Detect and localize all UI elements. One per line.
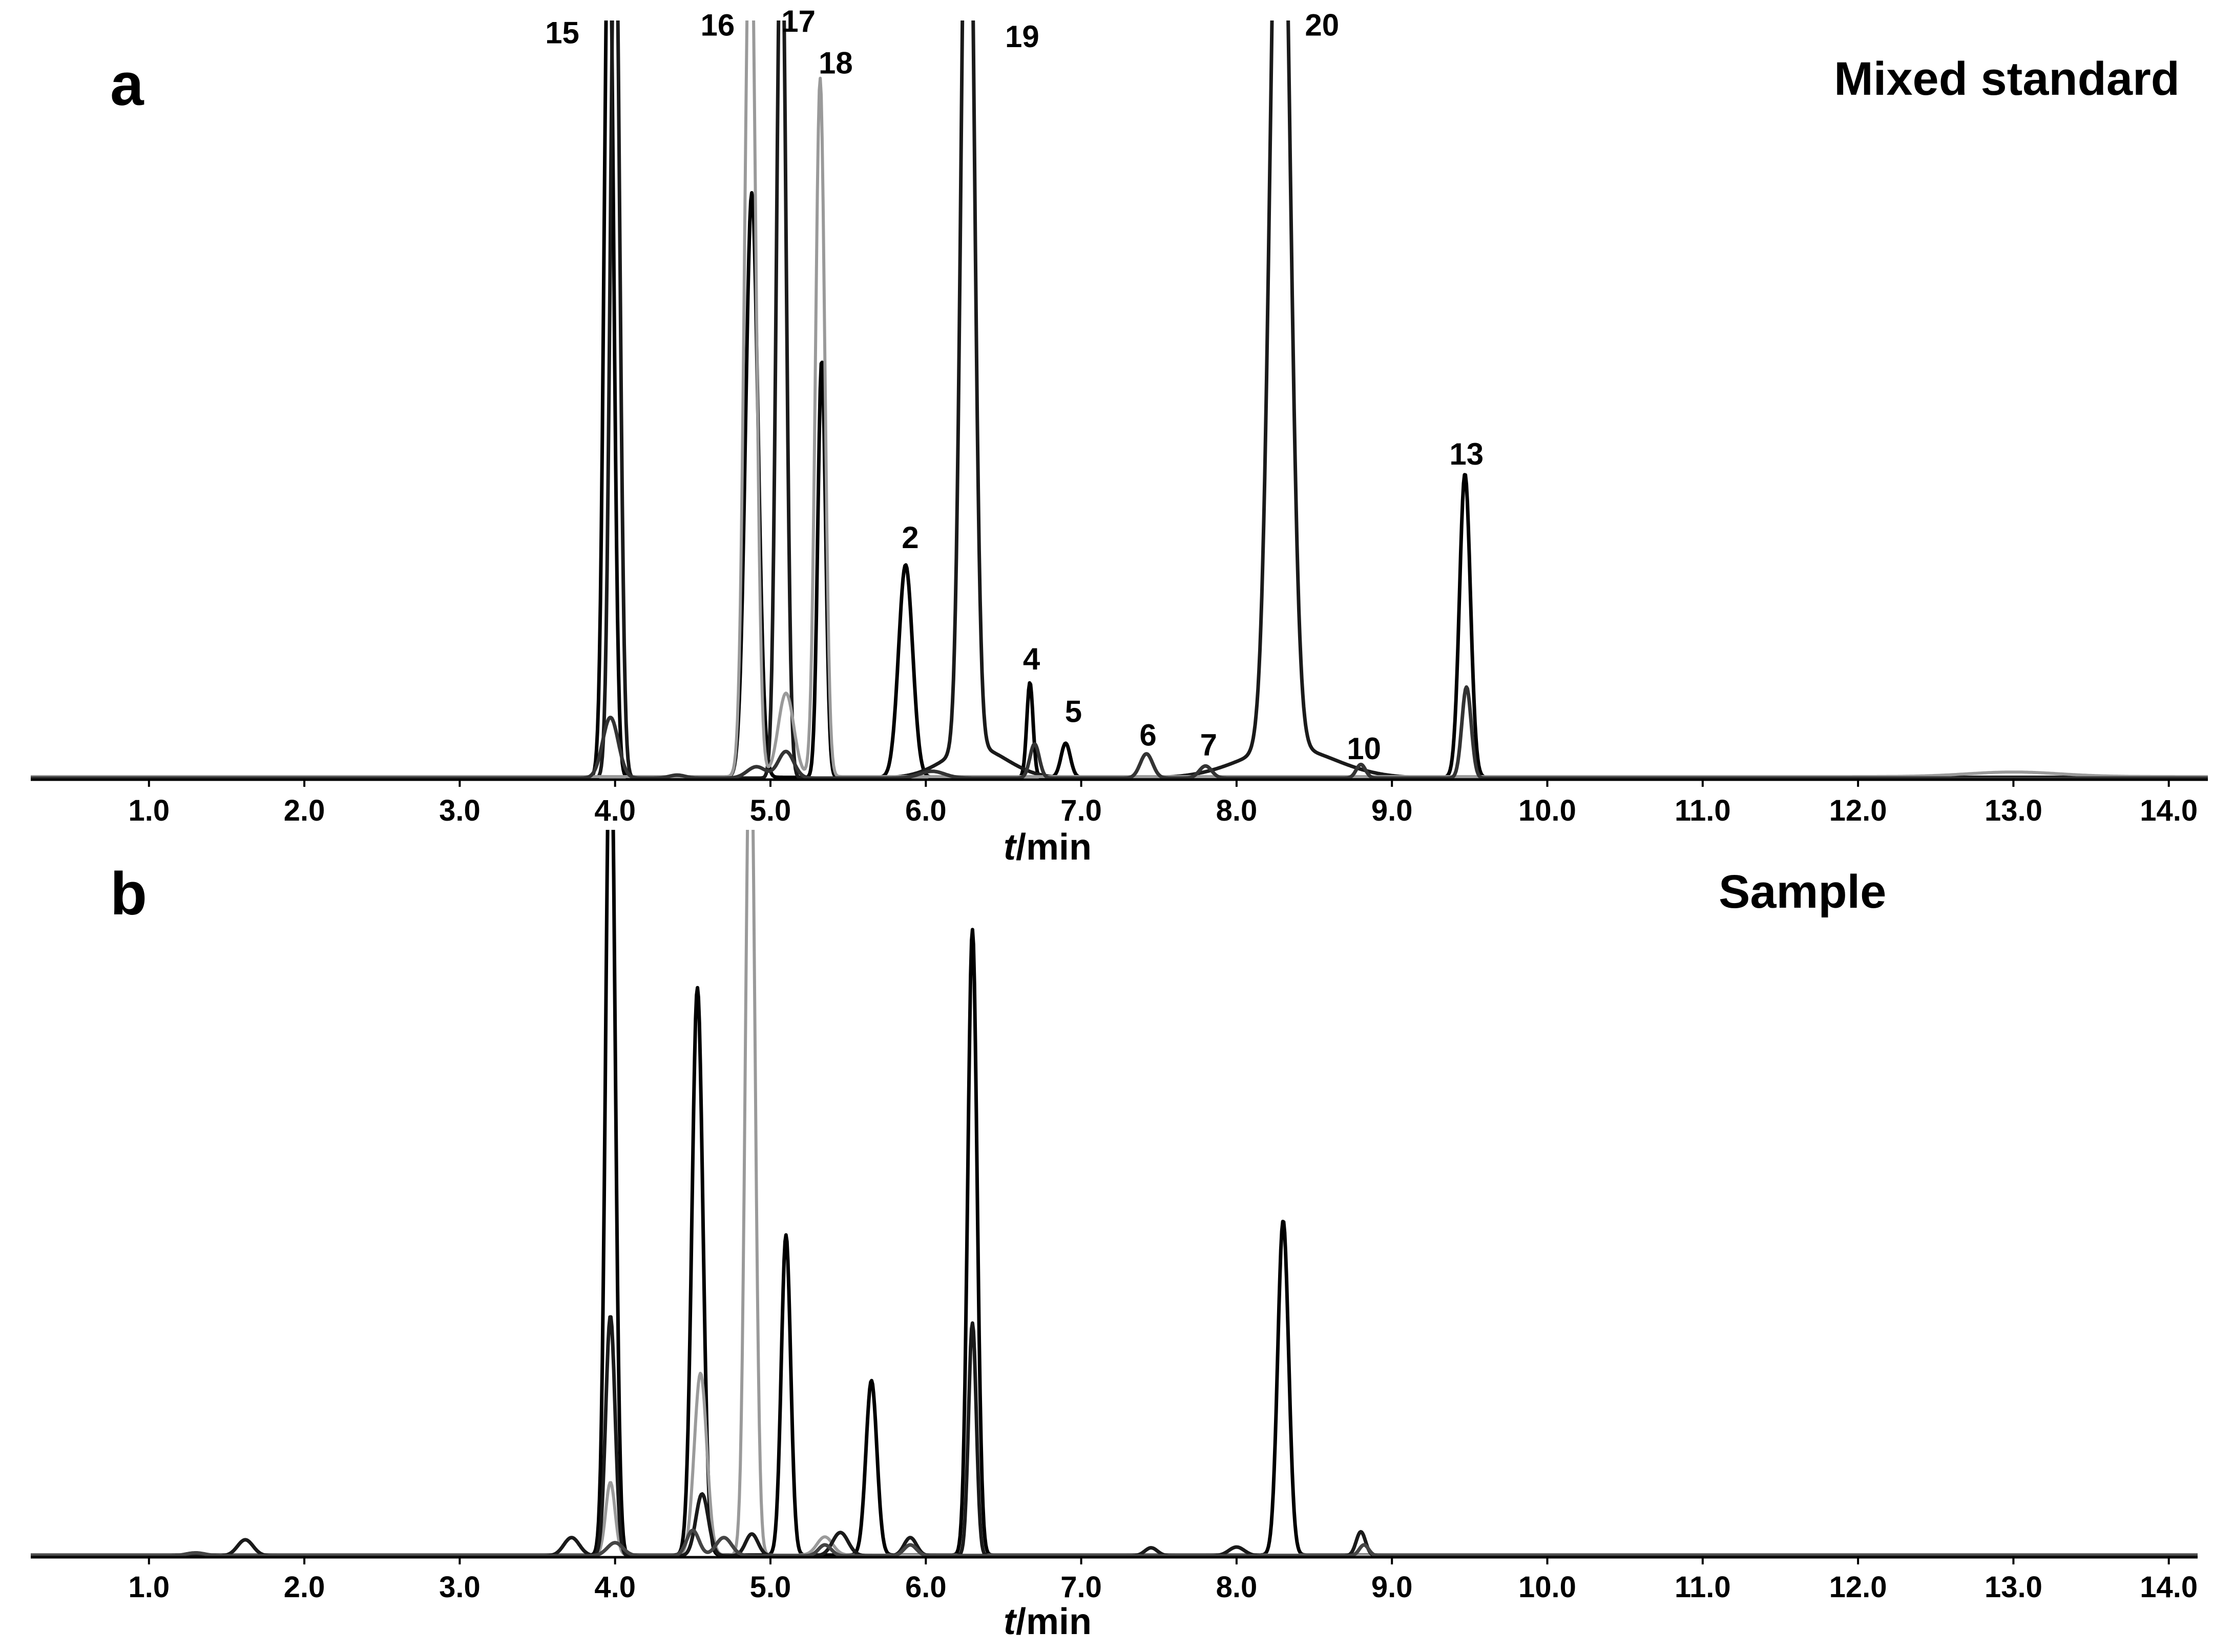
x-tick-label: 14.0	[2140, 1571, 2198, 1604]
x-tick-label: 1.0	[128, 794, 170, 827]
x-tick-label: 6.0	[905, 1571, 947, 1604]
x-tick-label: 14.0	[2140, 794, 2198, 827]
series-line-trace-4	[31, 1528, 2198, 1558]
peak-label-2: 2	[902, 520, 918, 555]
panel-letter-b: b	[110, 860, 147, 928]
x-tick-label: 12.0	[1829, 1571, 1887, 1604]
x-label-italic-t: t	[1004, 827, 1017, 868]
x-tick-label: 4.0	[594, 1571, 636, 1604]
x-tick-label: 5.0	[750, 1571, 791, 1604]
x-label-italic-t: t	[1004, 1601, 1017, 1642]
x-tick-label: 8.0	[1216, 1571, 1258, 1604]
x-tick-label: 10.0	[1518, 794, 1576, 827]
x-tick-label: 11.0	[1675, 1571, 1731, 1604]
series-line-trace-4	[31, 685, 2208, 780]
panel-b-traces	[31, 830, 2198, 1558]
x-tick-label: 2.0	[284, 1571, 325, 1604]
x-tick-label: 9.0	[1371, 1571, 1413, 1604]
x-tick-label: 9.0	[1371, 794, 1413, 827]
series-line-trace-3	[31, 20, 2208, 779]
peak-label-10: 10	[1347, 731, 1381, 766]
x-label-unit: /min	[1016, 1601, 1092, 1642]
peak-label-20: 20	[1305, 8, 1339, 43]
x-tick-label: 6.0	[905, 794, 947, 827]
x-tick-label: 7.0	[1060, 1571, 1102, 1604]
peak-label-6: 6	[1139, 718, 1156, 752]
x-tick-label: 1.0	[128, 1571, 170, 1604]
series-line-trace-2	[31, 20, 2208, 780]
panel-a-traces	[31, 20, 2208, 780]
panel-mixed-standard: a Mixed standard 1.0 2.0 3.0 4.0 5.0 6.0 7.0 8.…	[31, 4, 2208, 868]
panel-title-b: Sample	[1719, 866, 1886, 918]
x-tick-label: 3.0	[439, 1571, 481, 1604]
peak-label-16: 16	[701, 8, 735, 43]
peak-label-18: 18	[819, 46, 853, 80]
panel-letter-a: a	[110, 51, 144, 118]
panel-b-x-axis-label: t/min	[1004, 1601, 1092, 1642]
peak-label-17: 17	[781, 4, 816, 38]
panel-a-ticks: 1.0 2.0 3.0 4.0 5.0 6.0 7.0 8.0 9.0 10.0 11.0 12.0 1…	[128, 780, 2198, 827]
panel-title-a: Mixed standard	[1834, 53, 2180, 105]
x-tick-label: 3.0	[439, 794, 481, 827]
x-tick-label: 12.0	[1829, 794, 1887, 827]
x-tick-label: 4.0	[594, 794, 636, 827]
series-line-trace-1	[31, 20, 2208, 780]
panel-a-x-axis-label: t/min	[1004, 827, 1092, 868]
panel-b-ticks: 1.0 2.0 3.0 4.0 5.0 6.0 7.0 8.0 9.0 10.0 11.0 12.0 1…	[128, 1557, 2198, 1604]
x-tick-label: 13.0	[1985, 1571, 2042, 1604]
x-tick-label: 2.0	[284, 794, 325, 827]
peak-label-19: 19	[1005, 19, 1039, 54]
panel-sample: b Sample 1.0 2.0 3.0 4.0 5.0 6.0 7.0 8.0 9.0 10.0…	[31, 830, 2198, 1642]
peak-label-7: 7	[1200, 728, 1217, 762]
series-line-trace-3	[31, 1315, 2198, 1558]
peak-label-5: 5	[1065, 694, 1082, 728]
x-tick-label: 13.0	[1985, 794, 2042, 827]
x-tick-label: 11.0	[1675, 794, 1731, 827]
x-tick-label: 7.0	[1060, 794, 1102, 827]
x-tick-label: 8.0	[1216, 794, 1258, 827]
x-tick-label: 5.0	[750, 794, 791, 827]
x-label-unit: /min	[1016, 827, 1092, 868]
peak-label-4: 4	[1023, 642, 1040, 676]
x-tick-label: 10.0	[1518, 1571, 1576, 1604]
peak-label-13: 13	[1449, 437, 1484, 471]
peak-label-15: 15	[545, 15, 579, 50]
